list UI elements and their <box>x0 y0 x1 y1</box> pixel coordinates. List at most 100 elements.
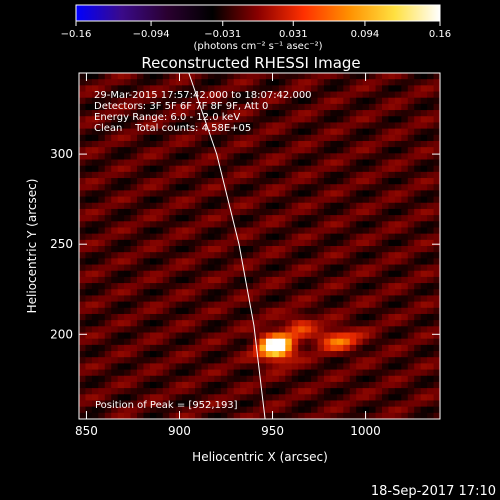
heatmap-cell <box>278 400 286 408</box>
heatmap-cell <box>79 363 87 371</box>
heatmap-cell <box>201 264 209 272</box>
heatmap-cell <box>240 375 248 383</box>
heatmap-cell <box>143 215 151 222</box>
heatmap-cell <box>427 208 435 216</box>
heatmap-cell <box>369 215 377 222</box>
heatmap-cell <box>311 79 319 86</box>
heatmap-cell <box>381 208 390 216</box>
heatmap-cell <box>214 326 222 334</box>
heatmap-cell <box>356 116 364 124</box>
heatmap-cell <box>414 85 422 93</box>
heatmap-cell <box>104 307 112 315</box>
heatmap-cell <box>285 239 293 247</box>
heatmap-cell <box>291 97 299 105</box>
heatmap-cell <box>343 79 351 86</box>
heatmap-cell <box>220 375 228 383</box>
heatmap-cell <box>304 394 312 402</box>
heatmap-cell <box>188 351 196 358</box>
heatmap-cell <box>240 208 248 216</box>
heatmap-cell <box>85 307 93 315</box>
heatmap-cell <box>311 307 319 315</box>
heatmap-cell <box>311 73 319 80</box>
heatmap-cell <box>169 369 177 377</box>
heatmap-cell <box>130 307 138 315</box>
heatmap-cell <box>343 227 351 235</box>
heatmap-cell <box>240 165 248 173</box>
heatmap-cell <box>394 283 402 290</box>
heatmap-cell <box>253 412 261 419</box>
heatmap-cell <box>414 239 422 247</box>
heatmap-cell <box>394 239 402 247</box>
heatmap-cell <box>98 190 106 198</box>
heatmap-cell <box>137 338 145 346</box>
heatmap-cell <box>336 320 344 327</box>
heatmap-cell <box>362 252 370 259</box>
heatmap-cell <box>265 221 273 229</box>
heatmap-cell <box>91 196 99 204</box>
heatmap-cell <box>349 116 357 124</box>
heatmap-cell <box>162 400 170 408</box>
heatmap-cell <box>85 394 93 402</box>
heatmap-cell <box>195 363 203 371</box>
heatmap-cell <box>278 264 286 272</box>
heatmap-cell <box>124 122 132 130</box>
heatmap-cell <box>414 190 422 198</box>
heatmap-cell <box>272 252 280 259</box>
heatmap-cell <box>85 165 93 173</box>
heatmap-cell <box>201 400 209 408</box>
heatmap-cell <box>98 239 106 247</box>
heatmap-cell <box>265 116 273 124</box>
heatmap-cell <box>375 258 383 266</box>
heatmap-cell <box>291 79 299 86</box>
heatmap-cell <box>298 159 306 167</box>
heatmap-cell <box>98 363 106 371</box>
heatmap-cell <box>117 400 125 408</box>
heatmap-cell <box>124 215 132 222</box>
heatmap-cell <box>162 165 170 173</box>
heatmap-cell <box>201 369 209 377</box>
heatmap-cell <box>169 357 177 364</box>
heatmap-cell <box>349 332 357 340</box>
heatmap-cell <box>104 116 112 124</box>
annotation-time-range: 29-Mar-2015 17:57:42.000 to 18:07:42.000 <box>94 90 312 101</box>
heatmap-cell <box>130 326 138 334</box>
heatmap-cell <box>259 134 267 142</box>
heatmap-cell <box>253 147 261 154</box>
heatmap-cell <box>259 363 267 371</box>
heatmap-cell <box>233 103 241 111</box>
heatmap-cell <box>369 338 377 346</box>
heatmap-cell <box>137 171 145 179</box>
heatmap-cell <box>291 227 299 235</box>
heatmap-cell <box>195 369 203 377</box>
heatmap-cell <box>381 258 390 266</box>
heatmap-cell <box>240 227 248 235</box>
y-tick-label: 300 <box>50 147 73 161</box>
heatmap-cell <box>298 116 306 124</box>
heatmap-cell <box>285 91 293 99</box>
heatmap-cell <box>98 116 106 124</box>
heatmap-cell <box>143 258 151 266</box>
heatmap-cell <box>207 103 215 111</box>
heatmap-cell <box>317 233 325 241</box>
heatmap-cell <box>343 344 351 352</box>
heatmap-cell <box>304 196 312 204</box>
heatmap-cell <box>195 381 203 389</box>
heatmap-cell <box>227 246 235 253</box>
heatmap-cell <box>156 233 164 241</box>
heatmap-cell <box>349 184 357 191</box>
heatmap-cell <box>246 91 254 99</box>
heatmap-cell <box>111 208 119 216</box>
heatmap-cell <box>369 110 377 117</box>
heatmap-cell <box>137 313 145 321</box>
heatmap-cell <box>349 91 357 99</box>
heatmap-cell <box>317 215 325 222</box>
heatmap-cell <box>111 400 119 408</box>
heatmap-cell <box>369 313 377 321</box>
heatmap-cell <box>91 394 99 402</box>
heatmap-cell <box>85 128 93 136</box>
heatmap-cell <box>246 283 254 290</box>
heatmap-cell <box>169 394 177 402</box>
heatmap-cell <box>323 283 332 290</box>
heatmap-cell <box>207 221 215 229</box>
heatmap-cell <box>117 103 125 111</box>
